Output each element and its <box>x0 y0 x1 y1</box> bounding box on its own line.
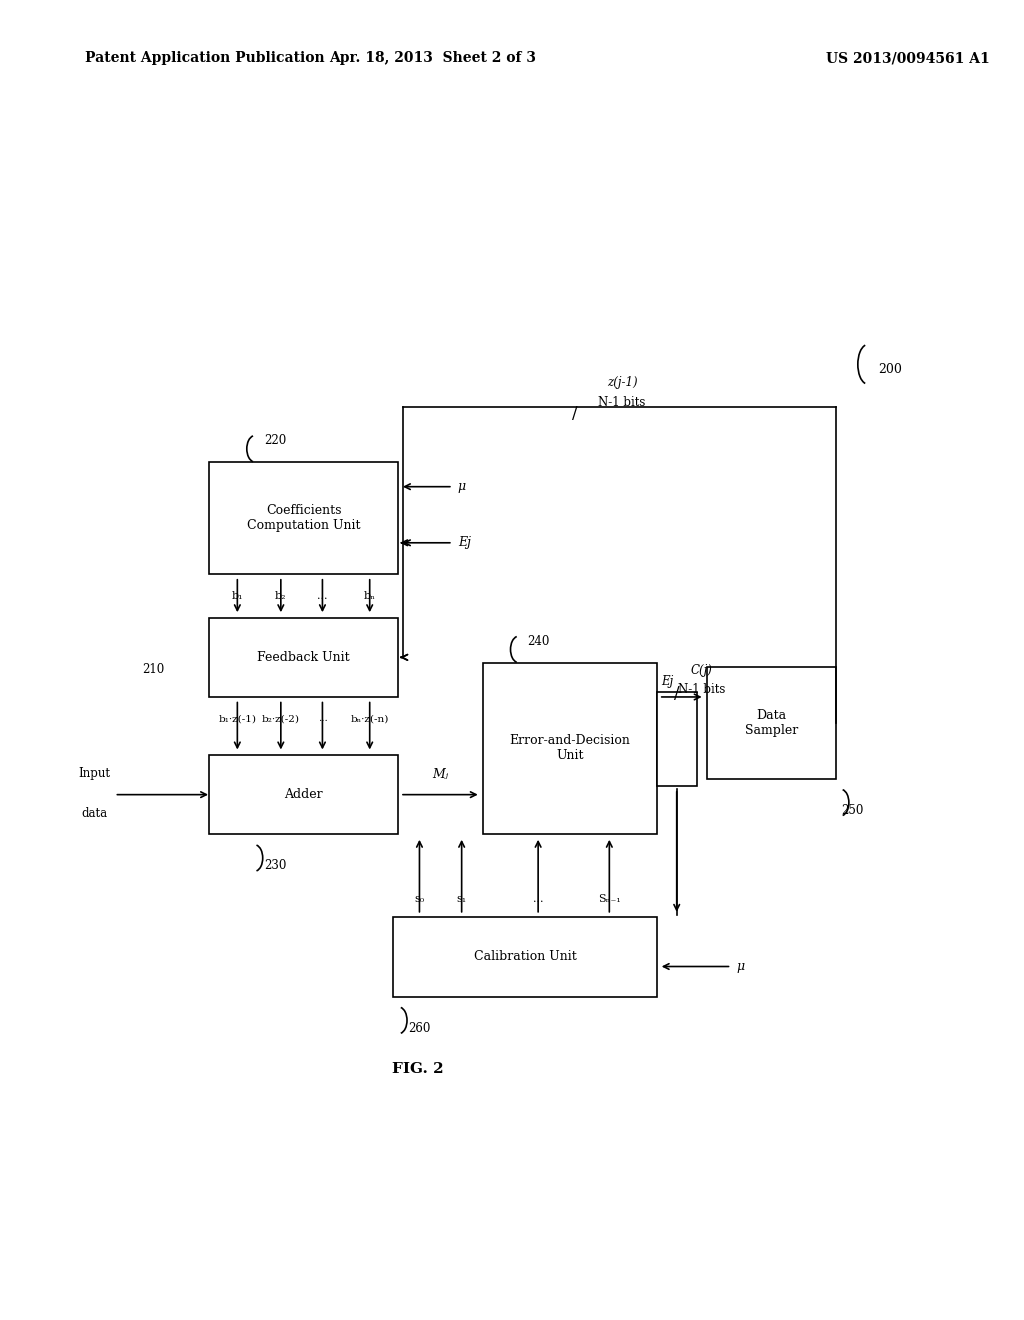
Text: s₀: s₀ <box>415 894 425 904</box>
Text: Data
Sampler: Data Sampler <box>744 709 798 737</box>
Text: 200: 200 <box>878 363 901 376</box>
Text: Input: Input <box>79 767 111 780</box>
Text: 240: 240 <box>527 635 550 648</box>
FancyBboxPatch shape <box>209 618 398 697</box>
Text: 250: 250 <box>841 804 863 817</box>
Text: μ: μ <box>458 480 466 494</box>
FancyBboxPatch shape <box>393 917 656 997</box>
Text: b₂: b₂ <box>275 591 287 602</box>
Text: bₙ·z(-n): bₙ·z(-n) <box>350 714 389 723</box>
Text: Apr. 18, 2013  Sheet 2 of 3: Apr. 18, 2013 Sheet 2 of 3 <box>330 51 537 65</box>
Text: ...: ... <box>317 714 328 723</box>
Text: μ: μ <box>736 960 744 973</box>
Text: ...: ... <box>532 894 544 904</box>
Text: data: data <box>82 807 108 820</box>
Text: b₂·z(-2): b₂·z(-2) <box>262 714 300 723</box>
Text: FIG. 2: FIG. 2 <box>392 1063 443 1076</box>
FancyBboxPatch shape <box>707 667 836 779</box>
Text: b₁: b₁ <box>231 591 243 602</box>
Text: Ej: Ej <box>660 675 673 688</box>
Text: US 2013/0094561 A1: US 2013/0094561 A1 <box>826 51 990 65</box>
Text: 210: 210 <box>142 663 164 676</box>
Text: Calibration Unit: Calibration Unit <box>473 950 577 964</box>
Text: bₙ: bₙ <box>364 591 376 602</box>
Text: C(j): C(j) <box>690 664 713 677</box>
Text: N-1 bits: N-1 bits <box>598 396 646 409</box>
Text: /: / <box>572 405 578 421</box>
Text: Patent Application Publication: Patent Application Publication <box>85 51 325 65</box>
FancyBboxPatch shape <box>482 663 656 834</box>
Text: /: / <box>674 685 680 701</box>
Text: 230: 230 <box>264 859 286 873</box>
Text: Adder: Adder <box>285 788 323 801</box>
Text: 220: 220 <box>264 434 286 447</box>
FancyBboxPatch shape <box>209 755 398 834</box>
Text: N-1 bits: N-1 bits <box>678 682 725 696</box>
Text: ...: ... <box>317 591 328 602</box>
Text: b₁·z(-1): b₁·z(-1) <box>218 714 256 723</box>
Text: Sₙ₋₁: Sₙ₋₁ <box>598 894 621 904</box>
Text: 260: 260 <box>408 1022 430 1035</box>
FancyBboxPatch shape <box>656 692 696 787</box>
Text: Error-and-Decision
Unit: Error-and-Decision Unit <box>509 734 630 763</box>
Text: s₁: s₁ <box>457 894 467 904</box>
Text: Coefficients
Computation Unit: Coefficients Computation Unit <box>247 504 360 532</box>
Text: Feedback Unit: Feedback Unit <box>257 651 350 664</box>
Text: z(j-1): z(j-1) <box>606 376 637 389</box>
Text: Mⱼ: Mⱼ <box>432 768 449 781</box>
Text: Ej: Ej <box>458 536 471 549</box>
FancyBboxPatch shape <box>209 462 398 574</box>
